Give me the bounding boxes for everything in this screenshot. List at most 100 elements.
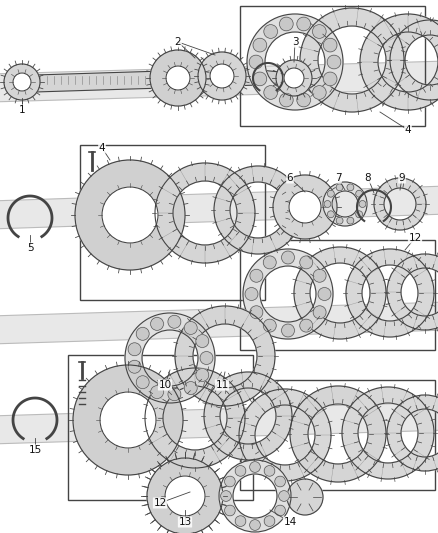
Polygon shape [0,61,438,102]
Text: 12: 12 [408,233,422,243]
Circle shape [263,319,276,332]
Circle shape [276,60,312,96]
Bar [240,240,435,350]
Circle shape [356,211,363,217]
Circle shape [336,184,343,191]
Circle shape [282,251,294,264]
Circle shape [273,175,337,239]
Circle shape [250,269,263,282]
Circle shape [279,17,293,31]
Circle shape [196,335,209,348]
Polygon shape [35,68,260,92]
Polygon shape [260,70,300,84]
Circle shape [312,25,326,38]
Polygon shape [0,402,438,444]
Circle shape [13,73,31,91]
Circle shape [279,491,290,502]
Circle shape [245,287,258,301]
Circle shape [327,55,341,69]
Circle shape [136,376,149,389]
Circle shape [136,327,149,340]
Circle shape [263,256,276,269]
Bar [240,380,435,490]
Text: 8: 8 [365,173,371,183]
Circle shape [75,160,185,270]
Bar [68,355,253,500]
Circle shape [250,306,263,319]
Bar [240,6,425,126]
Circle shape [347,217,354,224]
Bar [80,145,265,300]
Circle shape [323,38,337,52]
Circle shape [297,93,311,107]
Text: 1: 1 [19,105,25,115]
Polygon shape [0,302,438,344]
Circle shape [250,462,260,472]
Circle shape [225,476,235,487]
Circle shape [165,476,205,516]
Circle shape [264,86,278,99]
Circle shape [282,324,294,337]
Text: 11: 11 [215,380,229,390]
Circle shape [200,352,213,365]
Circle shape [359,200,366,207]
Circle shape [287,479,323,515]
Text: 9: 9 [399,173,405,183]
Circle shape [253,72,267,86]
Circle shape [151,318,163,330]
Circle shape [184,321,197,334]
Circle shape [289,191,321,223]
Polygon shape [0,186,438,229]
Circle shape [275,476,286,487]
Circle shape [300,319,313,332]
Circle shape [312,86,326,99]
Circle shape [166,66,190,90]
Circle shape [324,200,331,207]
Text: 14: 14 [283,517,297,527]
Circle shape [73,365,183,475]
Circle shape [128,343,141,356]
Circle shape [249,55,263,69]
Circle shape [264,516,275,527]
Circle shape [347,184,354,191]
Text: 15: 15 [28,445,42,455]
Circle shape [128,360,141,373]
Circle shape [184,382,197,394]
Circle shape [279,93,293,107]
Circle shape [253,38,267,52]
Circle shape [356,190,363,197]
Circle shape [313,269,326,282]
Circle shape [210,64,234,88]
Circle shape [4,64,40,100]
Circle shape [168,316,181,328]
Text: 7: 7 [335,173,341,183]
Circle shape [336,217,343,224]
Circle shape [168,388,181,401]
Circle shape [318,287,331,301]
Text: 6: 6 [287,173,293,183]
Circle shape [196,368,209,382]
Text: 3: 3 [292,37,298,47]
Circle shape [147,458,223,533]
Circle shape [300,256,313,269]
Circle shape [264,465,275,476]
Text: 13: 13 [178,517,192,527]
Circle shape [235,465,246,476]
Circle shape [102,187,158,243]
Circle shape [328,190,334,197]
Text: 12: 12 [153,498,166,508]
Circle shape [313,306,326,319]
Circle shape [235,516,246,527]
Text: 4: 4 [99,143,105,153]
Text: 10: 10 [159,380,172,390]
Circle shape [225,505,235,516]
Circle shape [250,520,260,530]
Text: 4: 4 [405,125,411,135]
Circle shape [100,392,156,448]
Circle shape [198,52,246,100]
Circle shape [264,25,278,38]
Circle shape [328,211,334,217]
Circle shape [150,50,206,106]
Circle shape [297,17,311,31]
Circle shape [284,68,304,88]
